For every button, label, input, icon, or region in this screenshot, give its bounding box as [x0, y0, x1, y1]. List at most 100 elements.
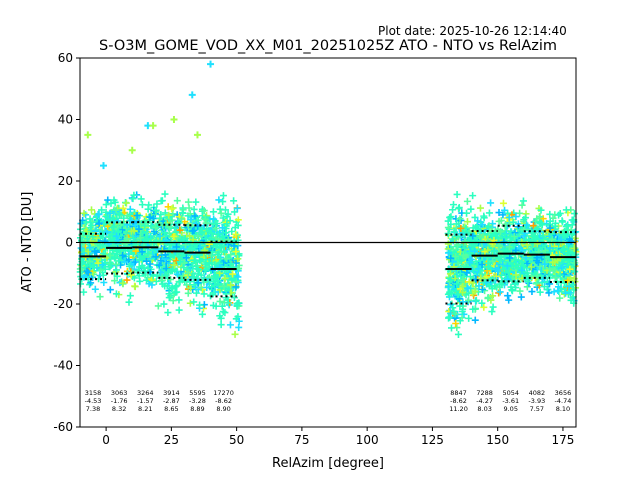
chart-title: S-O3M_GOME_VOD_XX_M01_20251025Z ATO - NT…	[99, 38, 557, 54]
bin-count: 8847	[450, 389, 467, 397]
scatter-point	[91, 247, 99, 255]
scatter-point	[178, 215, 186, 223]
scatter-point	[541, 260, 549, 268]
scatter-point	[102, 201, 110, 209]
scatter-point	[138, 201, 146, 209]
scatter-point	[567, 274, 575, 282]
scatter-point	[151, 224, 159, 232]
scatter-point	[107, 199, 115, 207]
scatter-point	[104, 217, 112, 225]
bin-std-label: 8.10	[556, 405, 570, 413]
scatter-point	[102, 212, 110, 220]
scatter-point	[570, 275, 578, 283]
scatter-point	[189, 262, 197, 270]
scatter-point	[149, 215, 157, 223]
scatter-point	[516, 287, 524, 295]
bin-mean-label: -2.87	[163, 397, 180, 405]
x-tick-label: 0	[102, 433, 110, 447]
bin-count: 3656	[555, 389, 572, 397]
y-tick-label: -60	[53, 420, 73, 434]
scatter-point	[458, 256, 466, 264]
scatter-point	[446, 270, 454, 278]
scatter-point	[147, 234, 155, 242]
scatter-point	[169, 204, 177, 212]
scatter-point	[188, 91, 196, 99]
scatter-point	[87, 279, 95, 287]
scatter-point	[471, 213, 479, 221]
scatter-point	[230, 197, 238, 205]
scatter-point	[80, 273, 88, 281]
scatter-point	[122, 224, 130, 232]
scatter-point	[445, 256, 453, 264]
scatter-point	[509, 218, 517, 226]
scatter-point	[82, 218, 90, 226]
bin-count: 7288	[476, 389, 493, 397]
scatter-point	[545, 280, 553, 288]
scatter-point	[478, 299, 486, 307]
scatter-point	[495, 209, 503, 217]
scatter-point	[149, 272, 157, 280]
scatter-point	[160, 300, 168, 308]
scatter-point	[131, 258, 139, 266]
scatter-point	[221, 309, 229, 317]
scatter-point	[149, 122, 157, 130]
scatter-point	[454, 330, 462, 338]
scatter-point	[453, 280, 461, 288]
scatter-point	[494, 242, 502, 250]
scatter-point	[144, 249, 152, 257]
scatter-point	[218, 302, 226, 310]
scatter-point	[194, 232, 202, 240]
scatter-point	[83, 235, 91, 243]
scatter-point	[552, 237, 560, 245]
scatter-point	[562, 289, 570, 297]
scatter-point	[459, 282, 467, 290]
scatter-point	[551, 222, 559, 230]
scatter-point	[216, 297, 224, 305]
scatter-point	[98, 261, 106, 269]
scatter-point	[444, 282, 452, 290]
scatter-point	[87, 221, 95, 229]
bin-mean-label: -8.62	[450, 397, 467, 405]
scatter-point	[474, 226, 482, 234]
scatter-point	[173, 282, 181, 290]
scatter-point	[456, 270, 464, 278]
scatter-point	[529, 222, 537, 230]
scatter-point	[223, 220, 231, 228]
scatter-point	[465, 296, 473, 304]
scatter-point	[184, 198, 192, 206]
scatter-point	[137, 195, 145, 203]
scatter-point	[231, 208, 239, 216]
scatter-point	[208, 229, 216, 237]
scatter-point	[560, 270, 568, 278]
scatter-point	[164, 224, 172, 232]
scatter-point	[218, 224, 226, 232]
scatter-point	[479, 285, 487, 293]
scatter-point	[505, 243, 513, 251]
scatter-point	[220, 242, 228, 250]
scatter-point	[476, 204, 484, 212]
scatter-point	[111, 277, 119, 285]
scatter-point	[168, 284, 176, 292]
scatter-point	[111, 198, 119, 206]
scatter-point	[139, 255, 147, 263]
scatter-point	[193, 274, 201, 282]
y-tick-label: -40	[53, 359, 73, 373]
scatter-point	[146, 260, 154, 268]
bin-count: 5595	[189, 389, 206, 397]
scatter-point	[176, 258, 184, 266]
scatter-point	[501, 206, 509, 214]
scatter-point	[556, 271, 564, 279]
scatter-point	[234, 255, 242, 263]
scatter-point	[445, 313, 453, 321]
scatter-point	[447, 276, 455, 284]
scatter-point	[142, 276, 150, 284]
scatter-point	[227, 251, 235, 259]
scatter-point	[485, 222, 493, 230]
scatter-point	[144, 264, 152, 272]
bin-count: 5054	[502, 389, 519, 397]
scatter-point	[192, 289, 200, 297]
scatter-point	[214, 277, 222, 285]
scatter-point	[461, 238, 469, 246]
scatter-point	[146, 213, 154, 221]
scatter-point	[521, 214, 529, 222]
